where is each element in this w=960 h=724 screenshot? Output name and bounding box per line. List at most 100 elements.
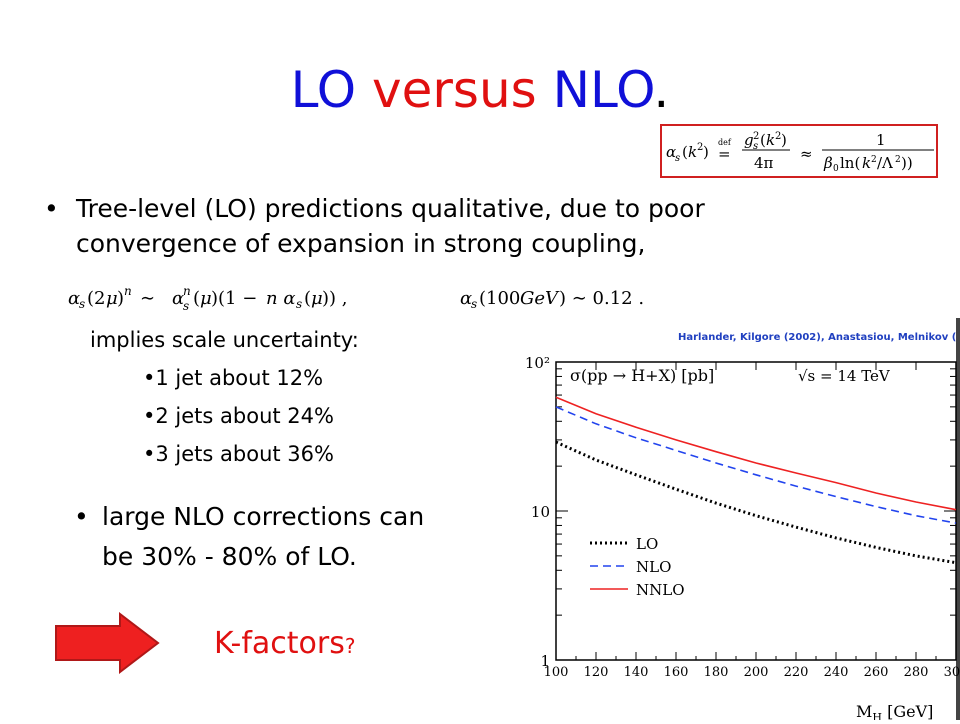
main-bullet-dot: • — [44, 194, 59, 223]
x-tick-label: 160 — [664, 665, 689, 680]
legend-label-nnlo: NNLO — [636, 581, 685, 599]
x-tick-label: 240 — [824, 665, 849, 680]
svg-text:k: k — [862, 154, 871, 172]
y-tick-label: 1 — [540, 652, 550, 670]
coupling-scaling-graphic: α s (2 μ ) n ∼ α n s ( μ )(1 − n α s ( μ… — [68, 284, 644, 313]
svg-text:k: k — [688, 143, 697, 161]
svg-text:(: ( — [760, 131, 766, 149]
alpha-s-definition-formula: α s ( k 2 ) def = g 2 s ( k 2 ) 4π ≈ 1 β… — [660, 124, 938, 178]
x-tick-label: 280 — [904, 665, 929, 680]
sub-item-2-jets: •2 jets about 24% — [143, 404, 334, 428]
y-tick-label: 10² — [525, 354, 550, 372]
x-tick-label: 220 — [784, 665, 809, 680]
svg-text:/Λ: /Λ — [877, 154, 893, 172]
svg-text:(: ( — [682, 143, 688, 161]
svg-text:GeV: GeV — [520, 288, 560, 309]
chart-xlabel: MH [GeV] — [856, 702, 933, 720]
y-tick-label: 10 — [531, 503, 550, 521]
svg-text:0: 0 — [833, 164, 839, 174]
svg-text:α: α — [666, 143, 676, 161]
svg-text:): ) — [703, 143, 709, 161]
title-versus: versus — [356, 61, 553, 119]
svg-text:s: s — [753, 141, 758, 152]
x-tick-label: 300 — [944, 665, 960, 680]
svg-text:μ: μ — [106, 288, 118, 309]
right-arrow-icon — [54, 611, 162, 678]
x-tick-label: 120 — [584, 665, 609, 680]
svg-text:α: α — [460, 288, 472, 309]
svg-text:s: s — [471, 297, 477, 311]
chart-ticks: 100 120 140 160 180 200 220 240 260 280 300 1 10 10² — [525, 354, 960, 680]
title-period: . — [653, 61, 670, 119]
chart-ylabel: σ(pp → H+X) [pb] — [570, 366, 714, 385]
svg-text:s: s — [79, 297, 85, 311]
title-nlo: NLO — [552, 61, 654, 119]
coupling-scaling-formula: α s (2 μ ) n ∼ α n s ( μ )(1 − n α s ( μ… — [66, 280, 706, 320]
nlo-bullet-dot: • — [74, 502, 89, 531]
svg-text:(: ( — [193, 288, 200, 309]
series-line-nnlo — [555, 396, 957, 511]
svg-text:(100: (100 — [479, 288, 520, 309]
implies-scale-uncertainty: implies scale uncertainty: — [90, 328, 359, 352]
svg-text:2: 2 — [895, 155, 901, 165]
svg-text:=: = — [718, 145, 731, 163]
series-line-lo — [555, 440, 957, 565]
svg-text:2: 2 — [775, 131, 781, 142]
k-factors-question: ? — [344, 634, 356, 658]
svg-text:n: n — [124, 284, 132, 298]
svg-text:): ) — [781, 131, 787, 149]
svg-text:∼: ∼ — [140, 288, 155, 309]
svg-text:α: α — [68, 288, 80, 309]
svg-text:s: s — [296, 297, 302, 311]
x-tick-label: 100 — [544, 665, 569, 680]
k-factors-text: K-factors — [214, 626, 345, 661]
svg-text:2: 2 — [753, 131, 759, 142]
svg-text:β: β — [823, 154, 833, 172]
legend-label-lo: LO — [636, 535, 658, 553]
svg-text:μ: μ — [200, 288, 212, 309]
chart-attribution: Harlander, Kilgore (2002), Anastasiou, M… — [678, 332, 960, 343]
svg-text:)): )) — [901, 154, 913, 172]
svg-text:2: 2 — [871, 155, 877, 165]
chart-series — [555, 396, 957, 565]
svg-text:g: g — [744, 131, 754, 149]
series-line-nlo — [555, 406, 957, 524]
chart-svg: 10012014016018020022024026028030011010² … — [525, 354, 960, 724]
svg-text:(: ( — [304, 288, 311, 309]
higgs-cross-section-chart: 10012014016018020022024026028030011010² … — [510, 325, 960, 724]
svg-text:k: k — [766, 131, 775, 149]
chart-energy-label: √s = 14 TeV — [798, 367, 891, 385]
svg-text:α: α — [172, 288, 184, 309]
svg-text:): ) — [117, 288, 124, 309]
svg-text:ln(: ln( — [840, 154, 860, 172]
legend-label-nlo: NLO — [636, 558, 671, 576]
sub-item-1-jet: •1 jet about 12% — [143, 366, 324, 390]
right-edge-border — [956, 318, 960, 720]
main-bullet-line-2: convergence of expansion in strong coupl… — [76, 229, 646, 258]
svg-text:s: s — [183, 299, 189, 313]
slide-title: LO versus NLO. — [0, 58, 960, 122]
svg-text:≈: ≈ — [800, 145, 813, 163]
svg-text:(2: (2 — [87, 288, 105, 309]
svg-text:def: def — [718, 138, 732, 147]
svg-text:n: n — [183, 284, 191, 298]
svg-text:μ: μ — [311, 288, 323, 309]
chart-legend: LO NLO NNLO — [590, 535, 685, 599]
nlo-bullet-line-2: be 30% - 80% of LO. — [102, 542, 357, 571]
title-lo: LO — [290, 61, 357, 119]
main-bullet-line-1: Tree-level (LO) predictions qualitative,… — [76, 194, 705, 223]
svg-text:n α: n α — [266, 288, 295, 309]
nlo-bullet-line-1: large NLO corrections can — [102, 502, 425, 531]
x-tick-label: 260 — [864, 665, 889, 680]
svg-text:)(1 −: )(1 − — [211, 288, 257, 309]
sub-item-3-jets: •3 jets about 36% — [143, 442, 334, 466]
alpha-s-formula-graphic: α s ( k 2 ) def = g 2 s ( k 2 ) 4π ≈ 1 β… — [666, 131, 934, 174]
svg-text:) ∼ 0.12 .: ) ∼ 0.12 . — [559, 288, 644, 309]
svg-text:4π: 4π — [754, 154, 774, 172]
k-factors-label: K-factors? — [214, 626, 356, 661]
svg-text:1: 1 — [876, 131, 886, 149]
x-tick-label: 140 — [624, 665, 649, 680]
svg-text:)) ,: )) , — [322, 288, 348, 309]
svg-text:2: 2 — [697, 142, 703, 153]
x-tick-label: 180 — [704, 665, 729, 680]
